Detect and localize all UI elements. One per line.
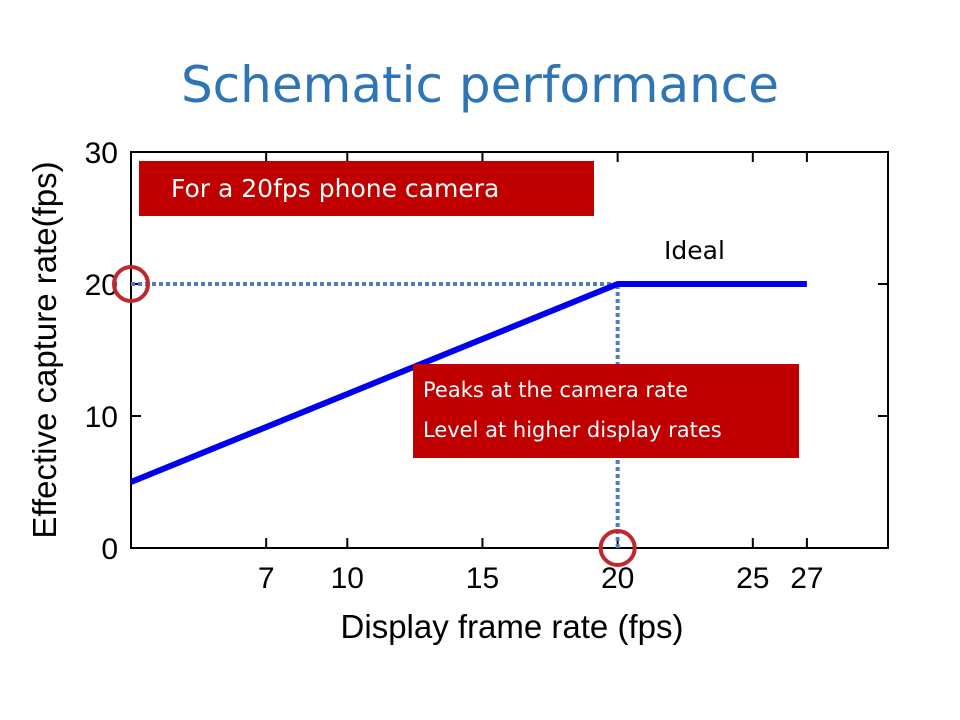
slide-title: Schematic performance [180,56,780,114]
x-axis-title: Display frame rate (fps) [341,608,684,645]
peaks-callout-line-2: Level at higher display rates [423,418,722,442]
camera-callout: For a 20fps phone camera [139,161,594,216]
y-tick-label: 0 [101,533,118,566]
x-tick-label: 20 [601,562,634,595]
x-tick-label: 27 [790,562,823,595]
peaks-callout-line-1: Peaks at the camera rate [423,378,689,402]
y-tick-label: 30 [85,137,118,170]
x-tick-label: 10 [331,562,364,595]
x-tick-label: 25 [736,562,769,595]
peaks-callout: Peaks at the camera rate Level at higher… [413,364,799,458]
guide-lines [131,282,620,548]
marker-group [112,265,637,567]
series-line [129,281,807,485]
x-tick-group: 7 10 15 20 25 27 [258,152,824,595]
marker-circle [598,529,637,567]
series-group [129,281,807,485]
y-axis-title: Effective capture rate(fps) [26,161,63,538]
marker-circle [112,265,150,303]
x-tick-label: 7 [258,562,275,595]
x-tick-label: 15 [466,562,499,595]
y-tick-label: 10 [85,401,118,434]
plot-frame [130,151,889,549]
ideal-label: Ideal [664,236,725,265]
